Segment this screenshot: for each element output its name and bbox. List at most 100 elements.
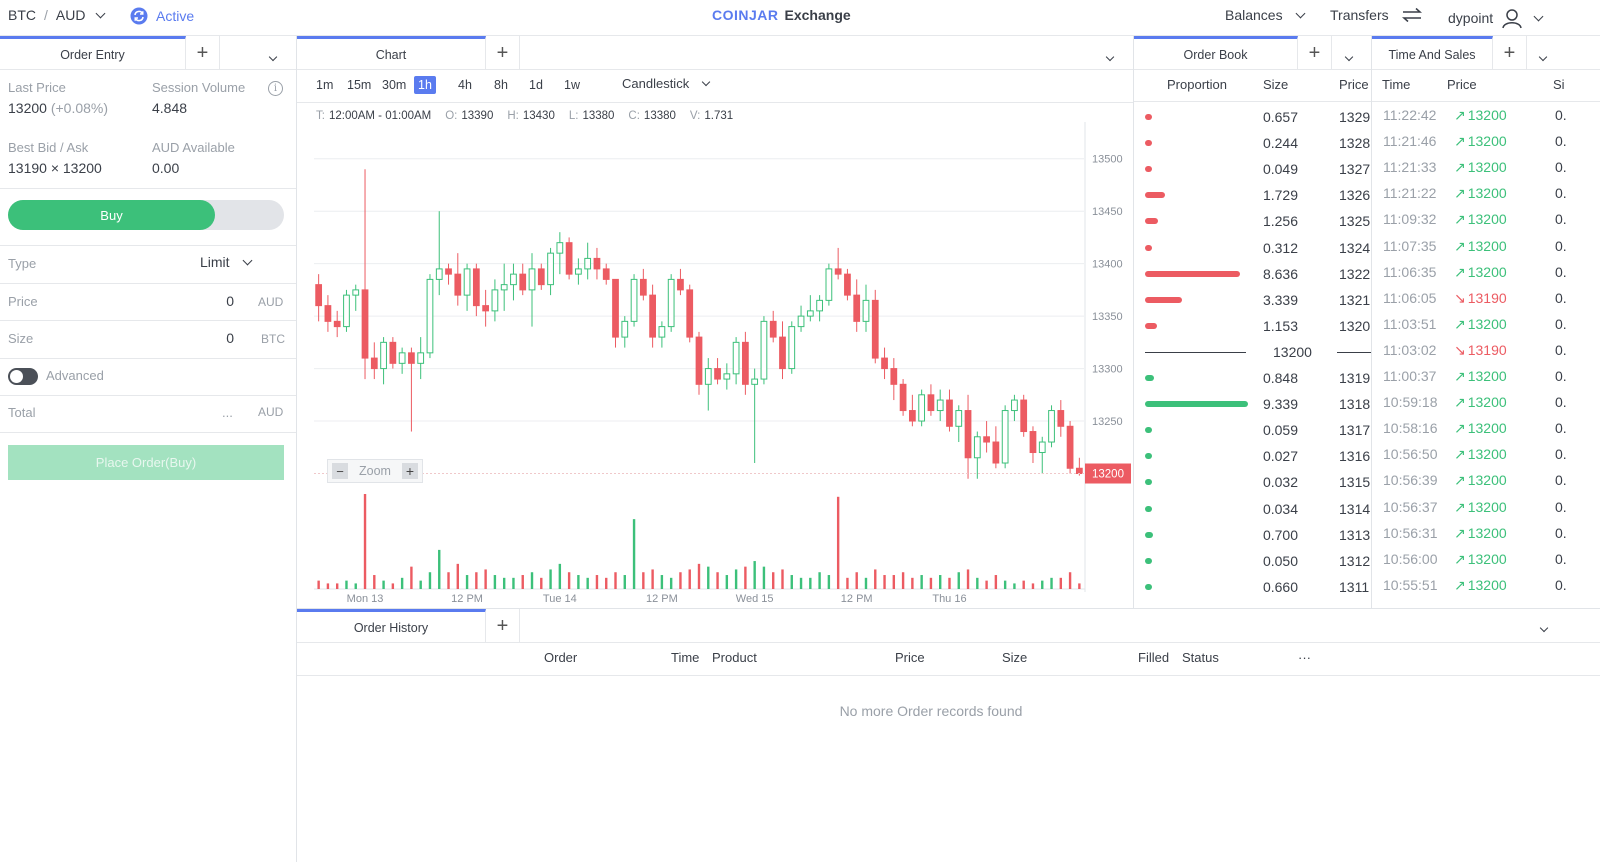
buy-sell-toggle[interactable]: Buy: [8, 200, 284, 230]
chevron-down-icon[interactable]: [1105, 48, 1115, 63]
top-bar: BTC / AUD Active COINJAR Exchange Balanc…: [0, 0, 1600, 36]
chart-style-select[interactable]: Candlestick: [622, 76, 711, 91]
timeframe-1m[interactable]: 1m: [316, 78, 334, 92]
refresh-icon: [130, 7, 148, 25]
candle-body: [649, 294, 656, 338]
volume-bar: [948, 577, 951, 589]
transfers-menu[interactable]: Transfers: [1330, 7, 1423, 23]
tab-time-and-sales[interactable]: Time And Sales: [1372, 36, 1493, 70]
order-book-ask-row[interactable]: 1.256 1325: [1135, 208, 1371, 234]
order-book-ask-row[interactable]: 3.339 1321: [1135, 287, 1371, 313]
info-icon[interactable]: i: [268, 81, 283, 96]
aud-available-value: 0.00: [152, 160, 180, 176]
user-menu[interactable]: dypoint: [1448, 7, 1544, 29]
transfers-label: Transfers: [1330, 7, 1389, 23]
trade-row: 11:06:35 ↗ 13200 0.: [1372, 259, 1600, 285]
trade-price: 13200: [1467, 133, 1507, 150]
trade-price-cell: ↗ 13200: [1454, 211, 1507, 228]
advanced-toggle[interactable]: [8, 368, 38, 385]
order-book-bid-row[interactable]: 0.059 1317: [1135, 417, 1371, 443]
balances-menu[interactable]: Balances: [1225, 7, 1306, 23]
volume-bar: [373, 575, 376, 589]
candle-body: [853, 294, 861, 322]
candle-body: [834, 268, 842, 275]
trade-price-cell: ↗ 13200: [1454, 159, 1507, 176]
zoom-control: − Zoom +: [327, 459, 423, 483]
order-book-ask-row[interactable]: 0.312 1324: [1135, 235, 1371, 261]
tab-order-history[interactable]: Order History: [297, 609, 486, 643]
order-book-bid-row[interactable]: 0.027 1316: [1135, 443, 1371, 469]
arrow-up-right-icon: ↗: [1454, 576, 1466, 593]
timeframe-1h[interactable]: 1h: [414, 76, 436, 94]
trade-time: 11:21:46: [1383, 133, 1437, 150]
proportion-bar: [1145, 244, 1152, 251]
order-type-select[interactable]: Limit: [200, 254, 253, 270]
order-book-ask-row[interactable]: 0.049 1327: [1135, 156, 1371, 182]
order-size: 1.729: [1262, 187, 1298, 204]
size-input[interactable]: 0: [226, 330, 234, 346]
timeframe-30m[interactable]: 30m: [382, 78, 407, 92]
order-book-ask-row[interactable]: 0.244 1328: [1135, 130, 1371, 156]
zoom-in-button[interactable]: +: [401, 463, 418, 479]
add-panel-button[interactable]: +: [1298, 36, 1332, 70]
arrow-up-right-icon: ↗: [1454, 159, 1466, 176]
order-price: 1324: [1339, 239, 1371, 256]
tab-order-entry[interactable]: Order Entry: [0, 36, 186, 70]
candlestick-chart[interactable]: 13250 13300 13350 13400 13450 13500 Mon 13 12 P…: [297, 122, 1133, 608]
place-order-button[interactable]: Place Order(Buy): [8, 445, 284, 480]
volume-bar: [354, 583, 357, 589]
order-book-bid-row[interactable]: 0.848 1319: [1135, 365, 1371, 391]
trade-price-cell: ↗ 13200: [1454, 446, 1507, 463]
chevron-down-icon[interactable]: [1538, 48, 1548, 63]
order-size: 0.034: [1262, 500, 1298, 517]
order-size: 3.339: [1262, 291, 1298, 308]
order-book-bid-row[interactable]: 9.339 1318: [1135, 391, 1371, 417]
order-book-bid-row[interactable]: 0.034 1314: [1135, 496, 1371, 522]
order-book-ask-row[interactable]: 1.729 1326: [1135, 182, 1371, 208]
zoom-out-button[interactable]: −: [332, 463, 348, 479]
proportion-bar: [1145, 531, 1153, 538]
y-tick-label: 13350: [1092, 311, 1123, 323]
chevron-down-icon[interactable]: [1539, 619, 1549, 634]
order-book-bid-row[interactable]: 0.700 1313: [1135, 522, 1371, 548]
add-panel-button[interactable]: +: [1493, 36, 1527, 70]
trade-price-cell: ↗ 13200: [1454, 472, 1507, 489]
timeframe-1w[interactable]: 1w: [564, 78, 580, 92]
pair-selector[interactable]: BTC / AUD: [8, 7, 106, 23]
trade-price: 13200: [1467, 472, 1507, 489]
add-panel-button[interactable]: +: [186, 36, 220, 70]
volume-bar: [855, 572, 858, 589]
candle-body: [510, 273, 517, 286]
candle-body: [389, 341, 397, 364]
order-book-bid-row[interactable]: 0.050 1312: [1135, 548, 1371, 574]
order-book-ask-row[interactable]: 0.657 1329: [1135, 104, 1371, 130]
candle-body: [537, 268, 545, 286]
order-book-ask-row[interactable]: 1.153 1320: [1135, 313, 1371, 339]
timeframe-1d[interactable]: 1d: [529, 78, 543, 92]
buy-button[interactable]: Buy: [8, 200, 215, 230]
add-panel-button[interactable]: +: [486, 36, 520, 70]
ohlc-t-label: T:: [316, 110, 325, 122]
trade-row: 10:56:37 ↗ 13200 0.: [1372, 494, 1600, 520]
order-book-bid-row[interactable]: 0.032 1315: [1135, 469, 1371, 495]
tab-order-book[interactable]: Order Book: [1134, 36, 1298, 70]
add-panel-button[interactable]: +: [486, 609, 520, 643]
trade-time: 10:59:18: [1383, 394, 1438, 411]
timeframe-15m[interactable]: 15m: [347, 78, 372, 92]
volume-bar: [558, 563, 562, 589]
order-book-ask-row[interactable]: 8.636 1322: [1135, 261, 1371, 287]
timeframe-4h[interactable]: 4h: [458, 78, 472, 92]
timeframe-8h[interactable]: 8h: [494, 78, 508, 92]
chevron-down-icon[interactable]: [1344, 48, 1354, 63]
order-history-col[interactable]: ···: [1298, 650, 1311, 665]
volume-bar: [911, 577, 914, 589]
price-input[interactable]: 0: [226, 293, 234, 309]
candle-body: [955, 410, 963, 427]
order-book-bid-row[interactable]: 0.660 1311: [1135, 574, 1371, 600]
advanced-label: Advanced: [46, 368, 104, 383]
tab-chart[interactable]: Chart: [297, 36, 486, 70]
volume-bar: [688, 569, 691, 589]
chevron-down-icon[interactable]: [268, 48, 278, 63]
order-type-value: Limit: [200, 254, 230, 270]
order-size: 8.636: [1262, 265, 1298, 282]
